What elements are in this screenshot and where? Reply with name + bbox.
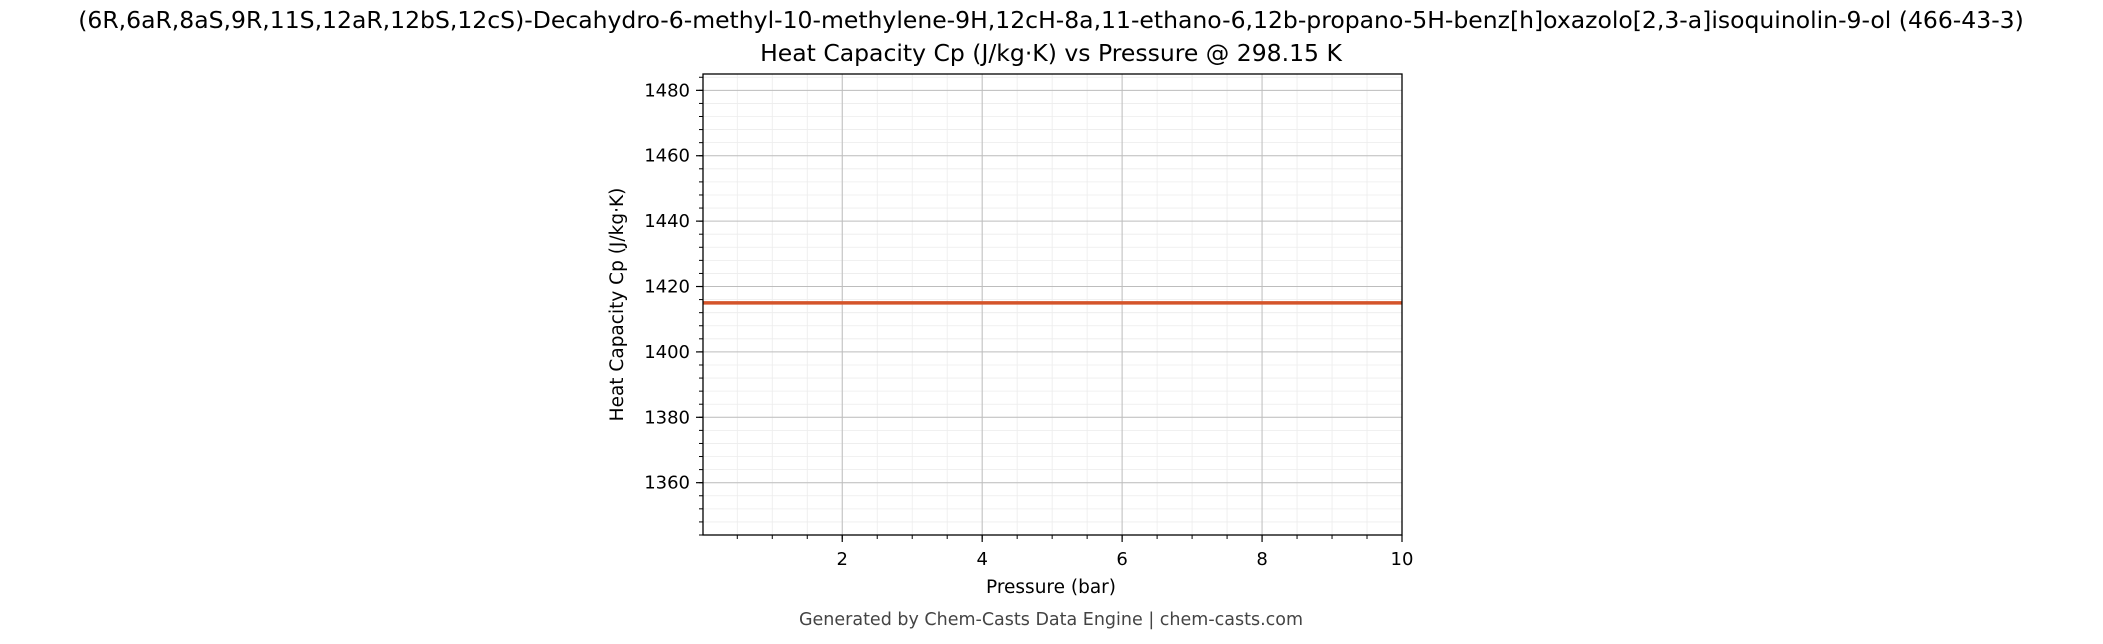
y-tick-label: 1400 [644,342,690,363]
x-tick-label: 6 [1116,549,1127,570]
chart-title: (6R,6aR,8aS,9R,11S,12aR,12bS,12cS)-Decah… [78,6,2024,34]
y-tick-label: 1380 [644,407,690,428]
y-tick-label: 1420 [644,277,690,298]
y-tick-label: 1480 [644,80,690,101]
y-tick-label: 1440 [644,211,690,232]
y-tick-label: 1460 [644,146,690,167]
x-tick-label: 2 [837,549,848,570]
y-axis-ticks: 1360 1380 1400 1420 1440 1460 1480 [644,76,703,536]
x-axis-label: Pressure (bar) [986,577,1116,598]
footer-credit: Generated by Chem-Casts Data Engine | ch… [799,610,1303,630]
plot-area: 2 4 6 8 10 1360 1380 1400 1420 1440 1460 1480 [644,73,1414,570]
x-axis-ticks: 2 4 6 8 10 [736,535,1414,570]
x-tick-label: 10 [1391,549,1414,570]
x-tick-label: 4 [976,549,987,570]
chart-subtitle: Heat Capacity Cp (J/kg·K) vs Pressure @ … [760,39,1342,67]
y-axis-label: Heat Capacity Cp (J/kg·K) [607,188,628,422]
y-tick-label: 1360 [644,473,690,494]
x-tick-label: 8 [1256,549,1267,570]
